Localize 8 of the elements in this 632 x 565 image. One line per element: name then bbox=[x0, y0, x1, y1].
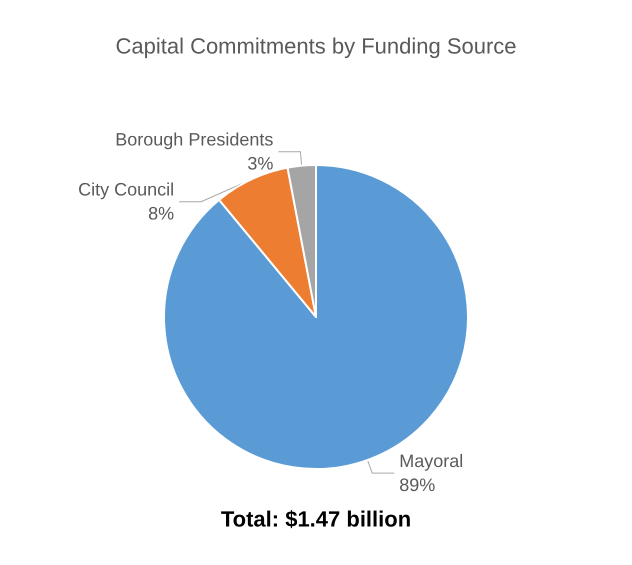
data-label: 8% bbox=[148, 204, 174, 224]
data-label: 89% bbox=[399, 475, 436, 496]
slice-label: Mayoral bbox=[399, 451, 464, 472]
slice-label: Borough Presidents bbox=[115, 130, 274, 150]
slice-label: City Council bbox=[78, 180, 174, 200]
data-label: 3% bbox=[247, 154, 274, 174]
text: Total: $1.47 billion bbox=[220, 506, 412, 532]
chart-title: Capital Commitments by Funding Source bbox=[115, 34, 517, 58]
